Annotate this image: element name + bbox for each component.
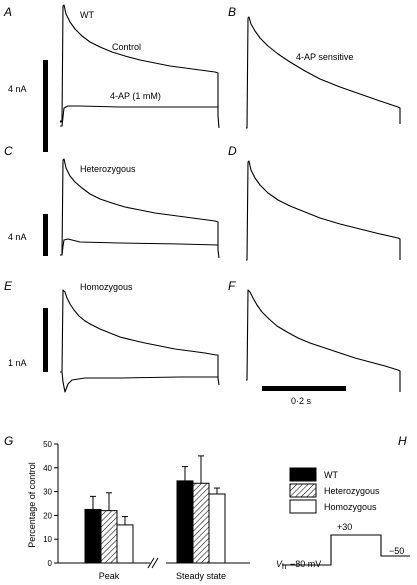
- axis-break-mark-2: [151, 557, 159, 569]
- label-v-step: +30: [337, 522, 352, 532]
- legend-label-homozygous: Homozygous: [324, 502, 377, 512]
- bar-heterozygous-steady-state: [192, 482, 210, 564]
- x-category-label-0: Peak: [99, 571, 120, 581]
- label-wt: WT: [80, 10, 94, 20]
- trace-d: [246, 160, 401, 261]
- y-tick-label-2: 20: [43, 511, 52, 520]
- bar-chart: 0 10 20 30 40 50 Peak Steady state: [43, 440, 250, 581]
- y-axis-label: Percentage of control: [27, 462, 37, 548]
- bar-homozygous-peak: [116, 524, 134, 564]
- trace-c-4ap: [60, 238, 219, 256]
- y-tick-label-4: 40: [43, 464, 52, 473]
- legend-label-wt: WT: [324, 470, 338, 480]
- scale-label-e: 1 nA: [8, 358, 27, 368]
- panel-letter-h: H: [398, 434, 407, 448]
- label-4ap-sensitive: 4-AP sensitive: [296, 52, 353, 62]
- legend-swatch-homozygous: [289, 499, 317, 514]
- trace-a-4ap: [60, 105, 218, 127]
- trace-a-control: [60, 4, 220, 129]
- axis-break-mark-1: [147, 557, 155, 569]
- label-homozygous: Homozygous: [80, 282, 133, 292]
- time-scale-label: 0·2 s: [291, 396, 312, 406]
- panel-letter-g: G: [4, 434, 13, 448]
- panel-f: F 0·2 s: [228, 279, 401, 406]
- trace-c-control: [60, 158, 220, 259]
- panel-h: H +30 −50 Vh −80 mV: [276, 434, 410, 571]
- panel-a: A WT 4 nA Control 4-AP (1 mM): [3, 4, 220, 152]
- panel-letter-d: D: [228, 144, 237, 158]
- scale-bar-a: [43, 60, 48, 152]
- scale-bar-e: [43, 308, 48, 372]
- panel-c: C Heterozygous 4 nA: [4, 144, 220, 259]
- bar-wt-peak: [84, 508, 102, 564]
- bar-heterozygous-peak: [100, 510, 118, 564]
- panel-letter-f: F: [228, 279, 236, 293]
- label-heterozygous: Heterozygous: [80, 164, 136, 174]
- panel-letter-e: E: [4, 279, 13, 293]
- bar-homozygous-steady-state: [208, 493, 226, 564]
- panel-letter-c: C: [4, 144, 13, 158]
- y-tick-label-0: 0: [48, 559, 53, 568]
- panel-letter-a: A: [3, 5, 12, 19]
- panel-e: E Homozygous 1 nA: [4, 279, 220, 393]
- scale-label-a: 4 nA: [8, 84, 27, 94]
- legend: WT Heterozygous Homozygous: [289, 467, 380, 514]
- label-v-tail: −50: [389, 546, 404, 556]
- y-tick-label-1: 10: [43, 535, 52, 544]
- panel-g: G Percentage of control 0 10 20 30 40 50 Peak S…: [4, 434, 250, 581]
- label-control: Control: [112, 42, 141, 52]
- trace-e-control: [60, 289, 220, 386]
- panel-d: D: [228, 144, 401, 261]
- legend-swatch-wt: [289, 467, 317, 482]
- label-4ap: 4-AP (1 mM): [110, 91, 161, 101]
- panel-letter-b: B: [228, 5, 236, 19]
- trace-f: [246, 289, 401, 392]
- y-tick-label-5: 50: [43, 440, 52, 449]
- scale-label-c: 4 nA: [8, 232, 27, 242]
- legend-label-heterozygous: Heterozygous: [324, 486, 380, 496]
- label-v-hold: Vh: [276, 559, 286, 571]
- x-category-label-1: Steady state: [176, 571, 226, 581]
- legend-swatch-heterozygous: [289, 483, 317, 498]
- trace-b: [246, 16, 401, 129]
- bar-wt-steady-state: [176, 480, 194, 564]
- trace-e-4ap: [60, 371, 218, 393]
- scale-bar-c: [43, 214, 48, 256]
- time-scale-bar: [262, 386, 346, 391]
- label-v-hold-value: −80 mV: [290, 559, 321, 569]
- y-tick-label-3: 30: [43, 488, 52, 497]
- panel-b: B 4-AP sensitive: [228, 5, 401, 129]
- voltage-protocol: [282, 534, 410, 566]
